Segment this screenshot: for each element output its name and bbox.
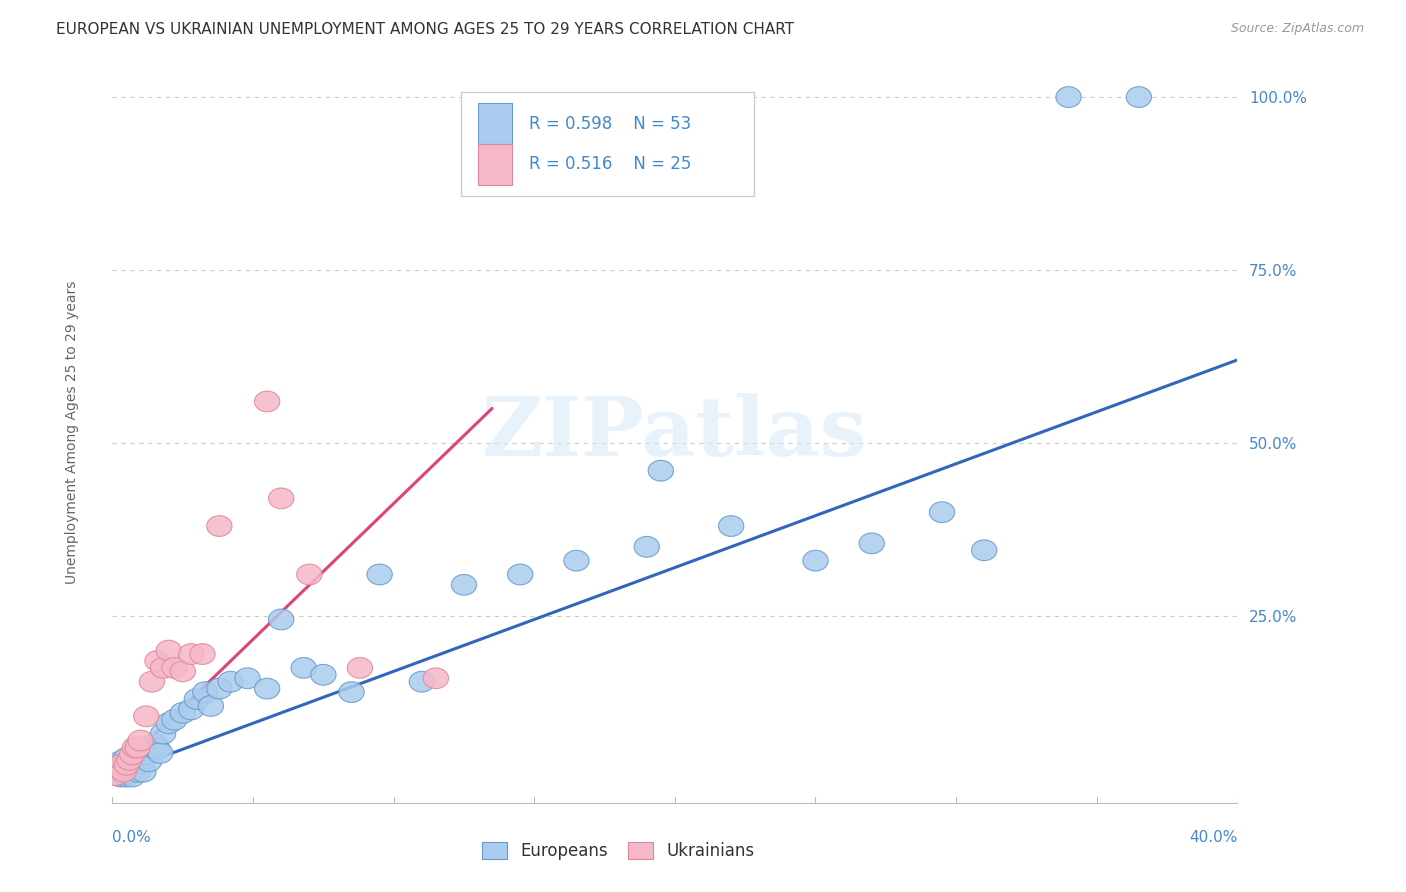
Text: R = 0.516    N = 25: R = 0.516 N = 25	[529, 155, 690, 173]
Text: R = 0.598    N = 53: R = 0.598 N = 53	[529, 114, 690, 133]
Text: Unemployment Among Ages 25 to 29 years: Unemployment Among Ages 25 to 29 years	[65, 281, 79, 584]
FancyBboxPatch shape	[461, 92, 754, 195]
Text: 40.0%: 40.0%	[1189, 830, 1237, 846]
Text: ZIPatlas: ZIPatlas	[482, 392, 868, 473]
Legend: Europeans, Ukrainians: Europeans, Ukrainians	[474, 834, 763, 869]
Text: Source: ZipAtlas.com: Source: ZipAtlas.com	[1230, 22, 1364, 36]
FancyBboxPatch shape	[478, 144, 512, 185]
Text: EUROPEAN VS UKRAINIAN UNEMPLOYMENT AMONG AGES 25 TO 29 YEARS CORRELATION CHART: EUROPEAN VS UKRAINIAN UNEMPLOYMENT AMONG…	[56, 22, 794, 37]
Text: 0.0%: 0.0%	[112, 830, 152, 846]
FancyBboxPatch shape	[478, 103, 512, 144]
